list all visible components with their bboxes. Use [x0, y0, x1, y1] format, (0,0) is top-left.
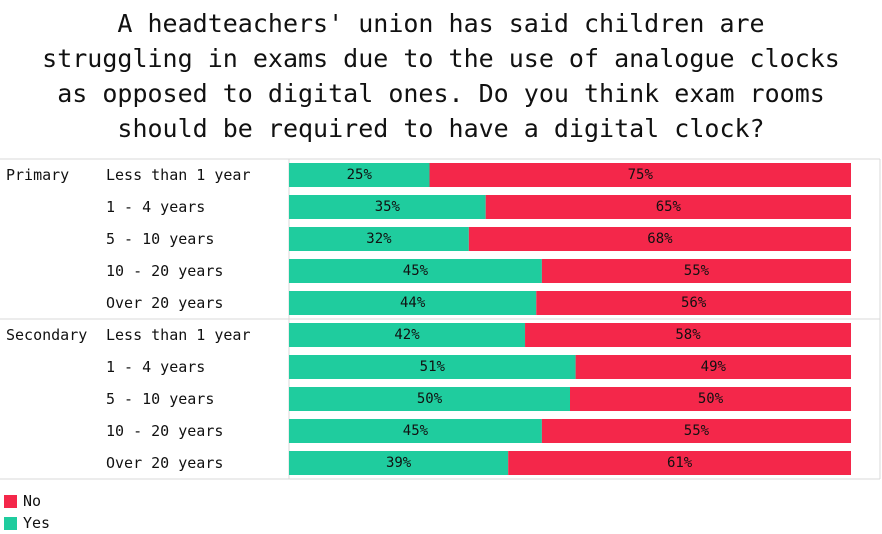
bar-yes — [289, 419, 542, 443]
data-label-no: 56% — [681, 295, 707, 311]
bar-no — [541, 419, 851, 443]
bar-yes — [289, 323, 526, 347]
bar-yes — [289, 291, 537, 315]
bar-yes — [289, 259, 542, 283]
category-label: Less than 1 year — [106, 166, 251, 184]
data-label-no: 58% — [675, 327, 701, 343]
data-label-no: 61% — [667, 455, 693, 471]
category-label: 10 - 20 years — [106, 422, 223, 440]
legend-label-yes: Yes — [23, 514, 51, 532]
bar-no — [508, 451, 851, 475]
data-label-yes: 45% — [403, 263, 429, 279]
bar-yes — [289, 451, 509, 475]
legend-label-no: No — [23, 492, 42, 510]
chart-title: A headteachers' union has said children … — [42, 9, 840, 143]
bar-no — [429, 163, 851, 187]
data-label-no: 75% — [628, 167, 654, 183]
legend-swatch-yes — [4, 516, 17, 530]
data-label-yes: 35% — [375, 199, 401, 215]
data-label-no: 50% — [698, 391, 724, 407]
category-label: 10 - 20 years — [106, 262, 223, 280]
bar-yes — [289, 227, 469, 251]
category-label: 5 - 10 years — [106, 390, 214, 408]
data-label-no: 68% — [647, 231, 673, 247]
category-label: 1 - 4 years — [106, 198, 205, 216]
bar-no — [570, 387, 851, 411]
data-label-yes: 25% — [347, 167, 373, 183]
bar-yes — [289, 163, 430, 187]
bar-no — [525, 323, 851, 347]
bar-yes — [289, 355, 576, 379]
bar-yes — [289, 195, 486, 219]
category-label: 1 - 4 years — [106, 358, 205, 376]
data-label-no: 55% — [684, 423, 710, 439]
data-label-yes: 50% — [417, 391, 443, 407]
category-label: 5 - 10 years — [106, 230, 214, 248]
data-label-no: 65% — [656, 199, 682, 215]
group-label: Secondary — [6, 326, 87, 344]
data-label-yes: 51% — [420, 359, 446, 375]
data-label-yes: 45% — [403, 423, 429, 439]
data-label-no: 55% — [684, 263, 710, 279]
category-label: Less than 1 year — [106, 326, 251, 344]
data-label-yes: 42% — [394, 327, 420, 343]
legend-swatch-no — [4, 494, 17, 508]
category-label: Over 20 years — [106, 454, 223, 472]
group-label: Primary — [6, 166, 69, 184]
legend-item-yes: Yes — [4, 514, 50, 532]
data-label-yes: 32% — [366, 231, 392, 247]
data-label-no: 49% — [701, 359, 727, 375]
bar-no — [536, 291, 851, 315]
bar-yes — [289, 387, 570, 411]
category-label: Over 20 years — [106, 294, 223, 312]
legend-item-no: No — [4, 492, 41, 510]
bar-no — [541, 259, 851, 283]
bar-no — [485, 195, 851, 219]
data-label-yes: 44% — [400, 295, 426, 311]
data-label-yes: 39% — [386, 455, 412, 471]
bar-no — [575, 355, 851, 379]
bar-no — [468, 227, 851, 251]
